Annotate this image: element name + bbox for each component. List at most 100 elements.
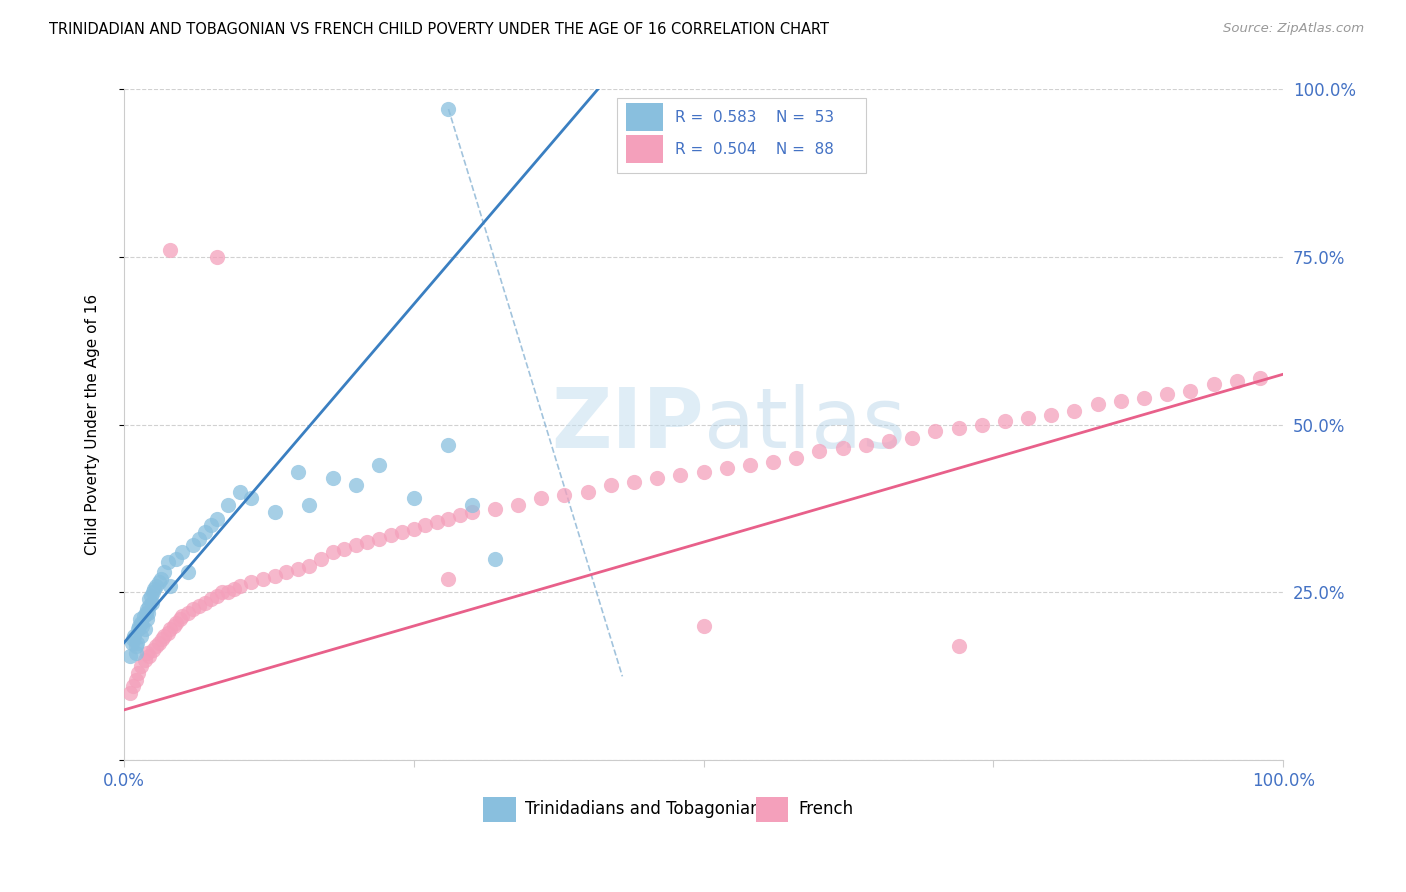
Point bbox=[1063, 404, 1085, 418]
Point bbox=[127, 623, 149, 637]
Point bbox=[356, 535, 378, 549]
Point bbox=[136, 646, 159, 660]
Point bbox=[129, 659, 152, 673]
Point bbox=[901, 431, 924, 445]
Point bbox=[135, 606, 157, 620]
Point bbox=[298, 558, 321, 573]
Text: atlas: atlas bbox=[703, 384, 905, 465]
Point bbox=[1226, 374, 1249, 388]
Point bbox=[322, 471, 344, 485]
Point bbox=[121, 636, 143, 650]
Point bbox=[1017, 410, 1039, 425]
Point bbox=[855, 438, 877, 452]
Point bbox=[159, 243, 181, 257]
Point bbox=[344, 538, 367, 552]
Point bbox=[924, 425, 946, 439]
Point bbox=[252, 572, 274, 586]
Point bbox=[131, 619, 153, 633]
Point bbox=[138, 592, 160, 607]
Point bbox=[128, 619, 150, 633]
Point bbox=[194, 524, 217, 539]
FancyBboxPatch shape bbox=[617, 97, 866, 173]
Point bbox=[124, 639, 146, 653]
Point bbox=[205, 511, 228, 525]
Text: ZIP: ZIP bbox=[551, 384, 703, 465]
Point bbox=[877, 434, 900, 449]
Point bbox=[344, 478, 367, 492]
Text: R =  0.504    N =  88: R = 0.504 N = 88 bbox=[675, 142, 834, 157]
Point bbox=[124, 646, 146, 660]
Point bbox=[129, 612, 152, 626]
Point bbox=[449, 508, 471, 523]
FancyBboxPatch shape bbox=[755, 797, 789, 822]
FancyBboxPatch shape bbox=[484, 797, 516, 822]
Text: French: French bbox=[799, 799, 853, 818]
Point bbox=[170, 609, 193, 624]
Point bbox=[125, 636, 148, 650]
Point bbox=[143, 582, 166, 596]
Point bbox=[134, 652, 156, 666]
Point bbox=[229, 484, 252, 499]
Point bbox=[263, 505, 285, 519]
Point bbox=[142, 585, 165, 599]
Point bbox=[970, 417, 993, 432]
Point bbox=[240, 575, 263, 590]
Point bbox=[808, 444, 831, 458]
Point bbox=[576, 484, 599, 499]
Point bbox=[298, 498, 321, 512]
Point bbox=[138, 599, 160, 613]
Point bbox=[118, 649, 141, 664]
Point bbox=[413, 518, 436, 533]
Point bbox=[506, 498, 529, 512]
Point bbox=[124, 629, 146, 643]
Point bbox=[380, 528, 402, 542]
Point bbox=[138, 649, 160, 664]
Point bbox=[692, 465, 714, 479]
Point bbox=[176, 566, 198, 580]
Point bbox=[136, 606, 159, 620]
Point bbox=[153, 566, 176, 580]
Point bbox=[176, 606, 198, 620]
Point bbox=[437, 102, 460, 116]
Point bbox=[194, 595, 217, 609]
Point bbox=[165, 552, 187, 566]
Point bbox=[129, 615, 152, 630]
Point bbox=[669, 467, 692, 482]
Point bbox=[129, 629, 152, 643]
Point bbox=[163, 619, 186, 633]
Point bbox=[692, 619, 714, 633]
Point bbox=[134, 623, 156, 637]
Point bbox=[139, 589, 162, 603]
Point bbox=[1156, 387, 1178, 401]
Point bbox=[948, 639, 970, 653]
Point bbox=[402, 491, 425, 506]
Point bbox=[1109, 394, 1132, 409]
Point bbox=[623, 475, 645, 489]
Point bbox=[276, 566, 298, 580]
Point bbox=[153, 629, 176, 643]
Point bbox=[762, 454, 785, 468]
Point bbox=[460, 505, 482, 519]
Point bbox=[948, 421, 970, 435]
Point bbox=[240, 491, 263, 506]
Point bbox=[402, 522, 425, 536]
Point bbox=[716, 461, 738, 475]
Point bbox=[553, 488, 575, 502]
Point bbox=[287, 465, 309, 479]
Point bbox=[309, 552, 332, 566]
Point bbox=[437, 438, 460, 452]
Point bbox=[148, 636, 170, 650]
Point bbox=[263, 568, 285, 582]
Point bbox=[183, 538, 205, 552]
Point bbox=[785, 451, 807, 466]
Point bbox=[183, 602, 205, 616]
Point bbox=[169, 612, 191, 626]
Point bbox=[205, 250, 228, 264]
Point bbox=[484, 501, 506, 516]
Point bbox=[460, 498, 482, 512]
Text: TRINIDADIAN AND TOBAGONIAN VS FRENCH CHILD POVERTY UNDER THE AGE OF 16 CORRELATI: TRINIDADIAN AND TOBAGONIAN VS FRENCH CHI… bbox=[49, 22, 830, 37]
Point bbox=[136, 602, 159, 616]
Point bbox=[136, 612, 159, 626]
Point bbox=[200, 518, 222, 533]
Point bbox=[205, 589, 228, 603]
